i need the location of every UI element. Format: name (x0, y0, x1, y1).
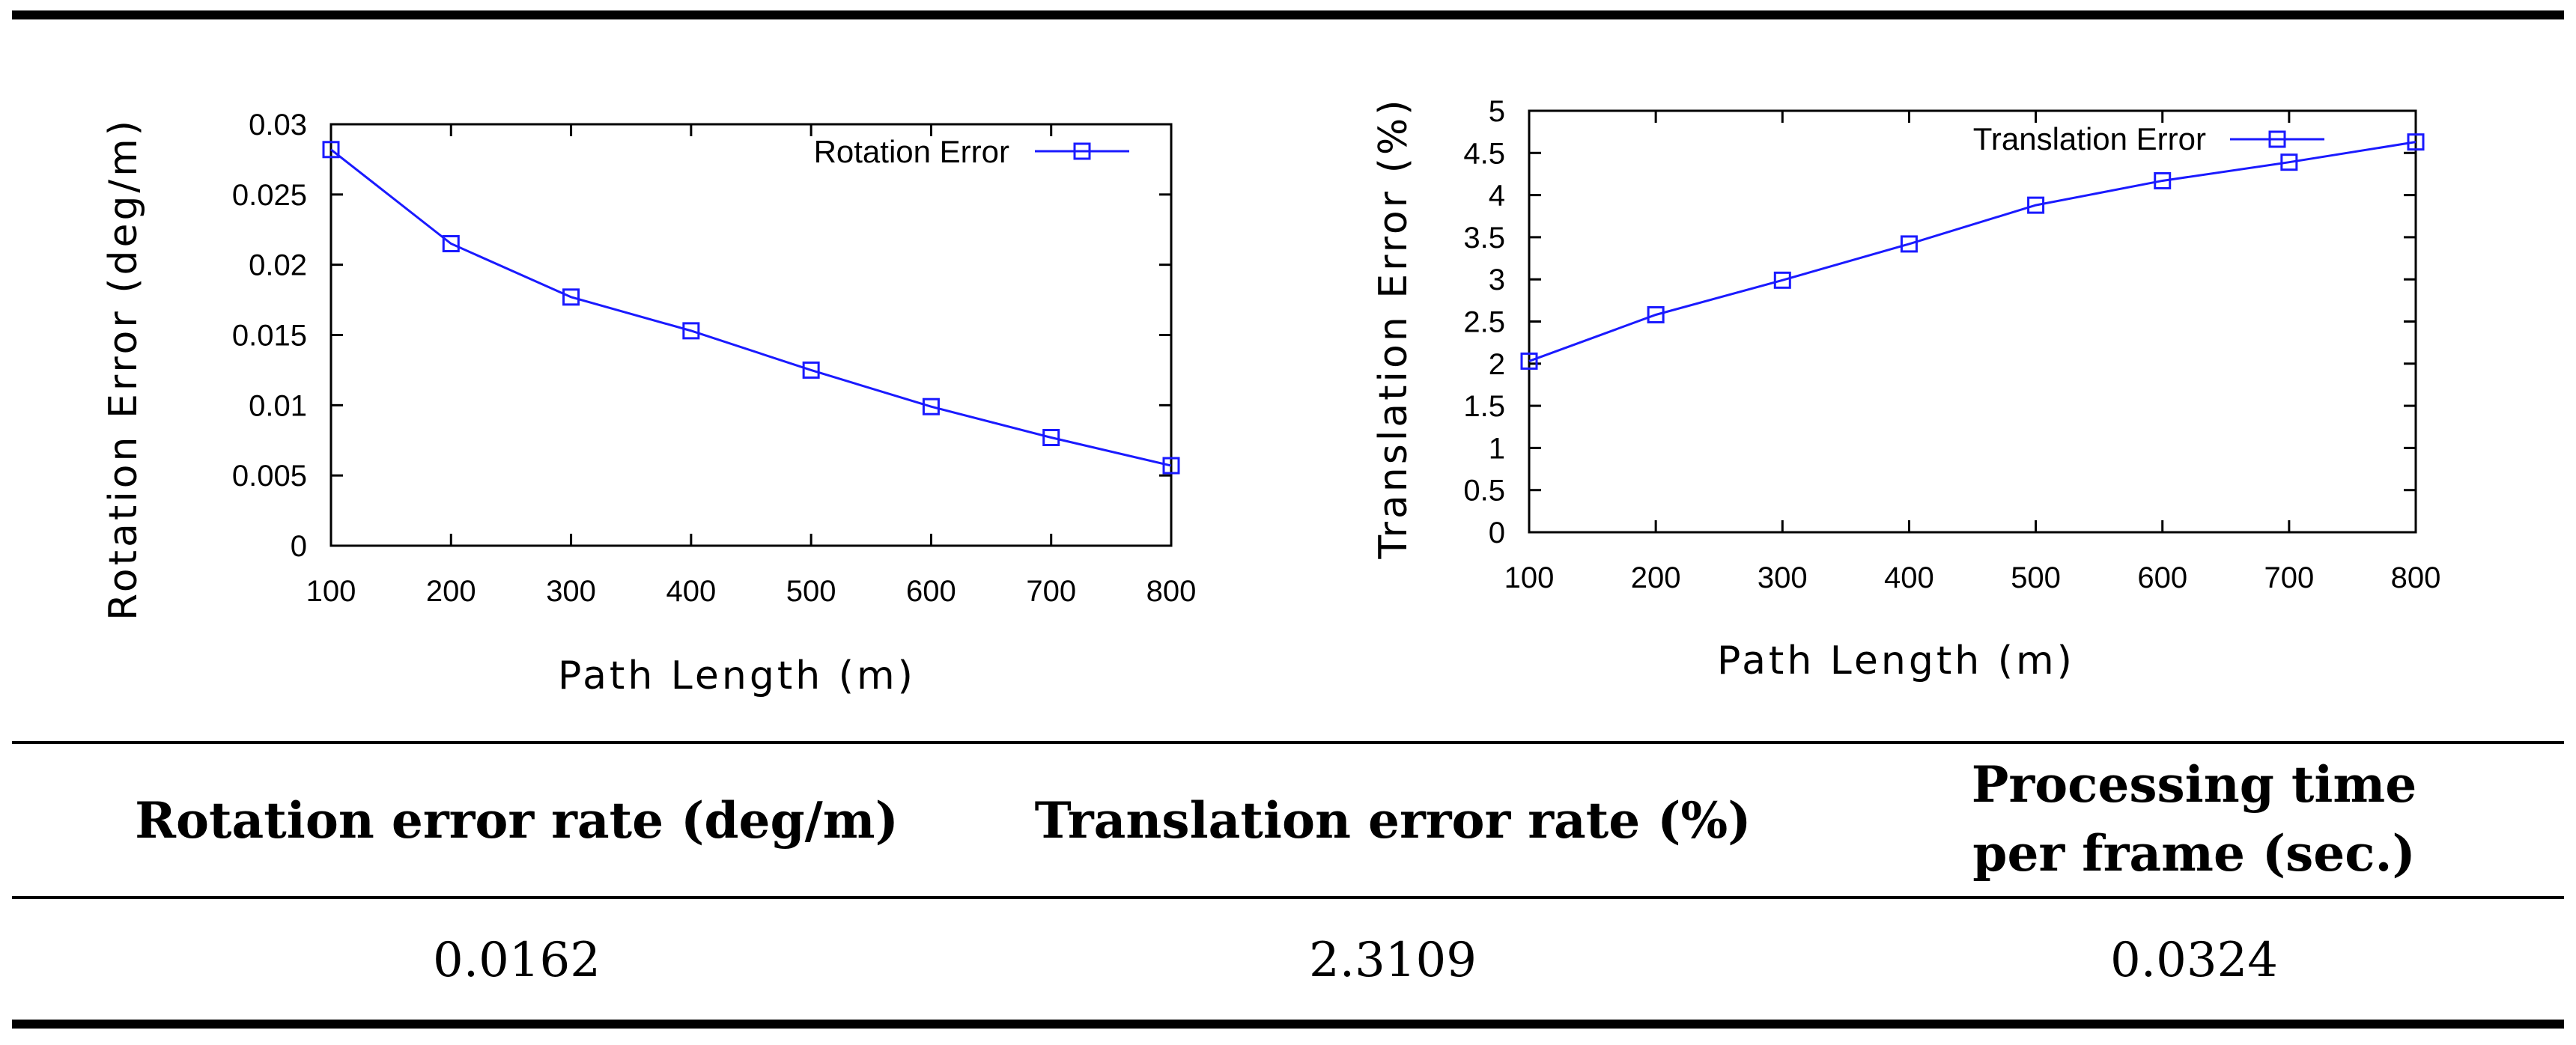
value-translation-error-rate: 2.3109 (1309, 933, 1477, 988)
rotation-x-tick-label: 100 (306, 575, 356, 608)
rotation-y-tick-label: 0.01 (249, 389, 307, 422)
rotation-x-tick-label: 300 (546, 575, 596, 608)
translation-y-tick-label: 2.5 (1463, 306, 1505, 339)
header-processing-time-line2: per frame (sec.) (1972, 824, 2416, 883)
value-processing-time: 0.0324 (2110, 933, 2278, 988)
translation-y-tick-label: 3 (1489, 263, 1505, 296)
translation-data-point (2407, 133, 2425, 151)
translation-x-tick-label: 300 (1758, 561, 1808, 594)
table-bottom-rule (12, 1020, 2564, 1029)
translation-legend-marker (2268, 130, 2286, 148)
table-header-rule (12, 896, 2564, 899)
rotation-data-point (682, 322, 700, 340)
translation-y-axis-title: Translation Error (%) (1371, 97, 1416, 559)
translation-x-tick-label: 500 (2011, 561, 2061, 594)
translation-legend-label: Translation Error (1973, 121, 2206, 156)
rotation-data-point (802, 361, 820, 379)
rotation-x-tick-label: 200 (426, 575, 476, 608)
rotation-x-tick-label: 400 (666, 575, 716, 608)
translation-data-point (1647, 305, 1665, 323)
translation-y-tick-label: 1 (1489, 432, 1505, 465)
rotation-data-point (562, 288, 580, 306)
translation-data-point (2154, 171, 2172, 189)
translation-data-point (1773, 271, 1791, 289)
translation-y-tick-label: 5 (1489, 95, 1505, 128)
rotation-y-tick-label: 0.03 (249, 109, 307, 141)
translation-data-point (1900, 235, 1918, 253)
value-rotation-error-rate: 0.0162 (433, 933, 601, 988)
translation-y-tick-label: 0 (1489, 517, 1505, 549)
translation-x-tick-label: 600 (2137, 561, 2187, 594)
rotation-x-tick-label: 800 (1146, 575, 1197, 608)
translation-x-tick-label: 200 (1631, 561, 1681, 594)
translation-error-chart: Path Length (m) Translation Error (%) Tr… (1371, 95, 2441, 683)
header-translation-error-rate: Translation error rate (%) (1034, 791, 1752, 850)
rotation-legend-label: Rotation Error (814, 134, 1009, 169)
translation-data-point (2027, 196, 2045, 214)
rotation-series-line (330, 148, 1172, 467)
rotation-x-tick-label: 500 (786, 575, 836, 608)
translation-y-tick-label: 2 (1489, 348, 1505, 381)
rotation-data-point (442, 235, 460, 253)
translation-y-tick-label: 3.5 (1463, 222, 1505, 255)
rotation-y-tick-label: 0 (291, 530, 307, 563)
header-rotation-error-rate: Rotation error rate (deg/m) (135, 791, 899, 850)
rotation-plot-frame (329, 123, 1173, 547)
translation-x-tick-label: 400 (1884, 561, 1934, 594)
translation-x-tick-label: 100 (1504, 561, 1555, 594)
rotation-data-point (922, 397, 940, 415)
translation-y-tick-label: 4 (1489, 180, 1505, 213)
rotation-y-tick-label: 0.005 (232, 460, 307, 493)
translation-y-tick-label: 0.5 (1463, 475, 1505, 508)
header-processing-time-line1: Processing time (1971, 755, 2417, 814)
rotation-x-tick-label: 700 (1026, 575, 1076, 608)
translation-data-point (2280, 153, 2298, 171)
translation-y-tick-label: 4.5 (1463, 137, 1505, 170)
translation-x-tick-label: 700 (2264, 561, 2314, 594)
rotation-data-point (1162, 457, 1180, 475)
rotation-x-tick-label: 600 (906, 575, 956, 608)
translation-series-line (1528, 141, 2416, 362)
translation-x-axis-title: Path Length (m) (1717, 639, 2075, 683)
table-top-rule (12, 10, 2564, 19)
translation-y-tick-label: 1.5 (1463, 390, 1505, 423)
translation-data-point (1520, 352, 1538, 370)
rotation-data-point (322, 141, 340, 159)
rotation-y-tick-label: 0.025 (232, 179, 307, 212)
rotation-y-tick-label: 0.015 (232, 320, 307, 353)
translation-x-tick-label: 800 (2391, 561, 2441, 594)
rotation-y-tick-label: 0.02 (249, 249, 307, 282)
rotation-error-chart: Path Length (m) Rotation Error (deg/m) R… (101, 109, 1197, 698)
table-divider-rule (12, 741, 2564, 744)
header-processing-time: Processing time per frame (sec.) (1797, 755, 2576, 883)
rotation-x-axis-title: Path Length (m) (558, 653, 916, 698)
rotation-data-point (1042, 428, 1060, 446)
rotation-y-axis-title: Rotation Error (deg/m) (101, 118, 146, 621)
rotation-legend-marker (1073, 142, 1091, 160)
